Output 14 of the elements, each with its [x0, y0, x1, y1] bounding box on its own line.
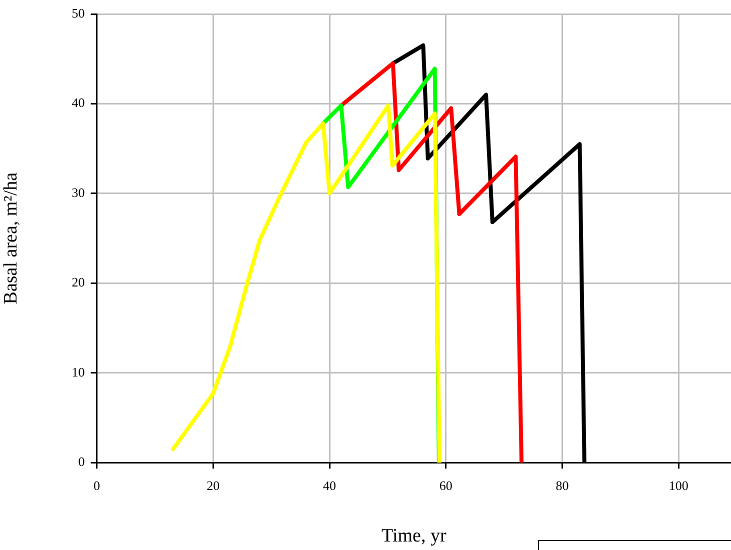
- y-tick-label: 30: [72, 184, 85, 200]
- y-tick-label: 0: [78, 454, 85, 470]
- y-tick-label: 40: [72, 95, 85, 110]
- y-tick-label: 20: [72, 274, 85, 290]
- x-tick-label: 60: [439, 478, 452, 493]
- y-axis-title: Basal area, m²/ha: [0, 172, 22, 304]
- x-tick-label: 100: [668, 478, 688, 493]
- x-tick-label: 20: [206, 478, 220, 493]
- x-tick-label: 0: [94, 478, 100, 493]
- y-tick-label: 10: [72, 364, 85, 380]
- x-axis-title: Time, yr: [382, 526, 447, 547]
- x-tick-label: 80: [556, 478, 569, 493]
- y-tick-label: 50: [72, 5, 85, 20]
- x-tick-label: 40: [323, 478, 336, 493]
